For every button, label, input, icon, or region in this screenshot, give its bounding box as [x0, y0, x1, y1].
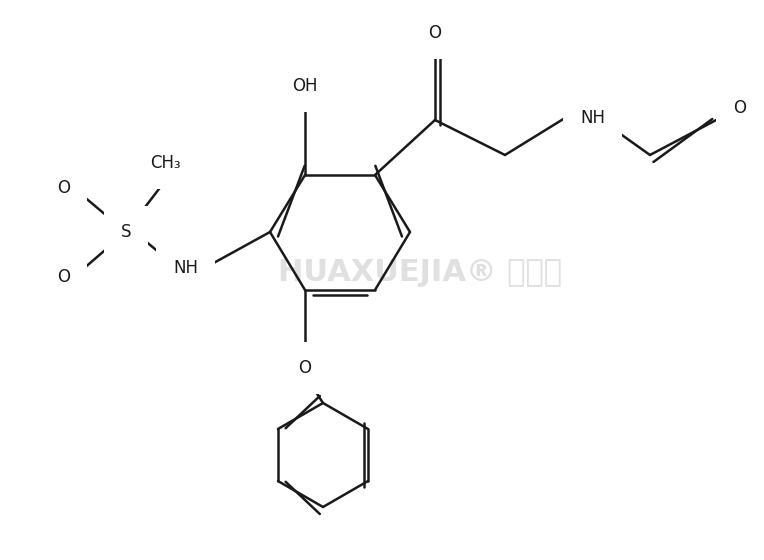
Text: OH: OH — [293, 77, 318, 95]
Text: O: O — [299, 359, 312, 377]
Text: HUAXUEJIA® 化学加: HUAXUEJIA® 化学加 — [278, 258, 562, 287]
Text: O: O — [733, 99, 746, 117]
Text: O: O — [57, 268, 70, 286]
Text: O: O — [429, 24, 442, 42]
Text: O: O — [57, 179, 70, 197]
Text: S: S — [121, 223, 131, 241]
Text: NH: NH — [173, 259, 198, 277]
Text: CH₃: CH₃ — [150, 154, 180, 172]
Text: NH: NH — [580, 109, 605, 127]
